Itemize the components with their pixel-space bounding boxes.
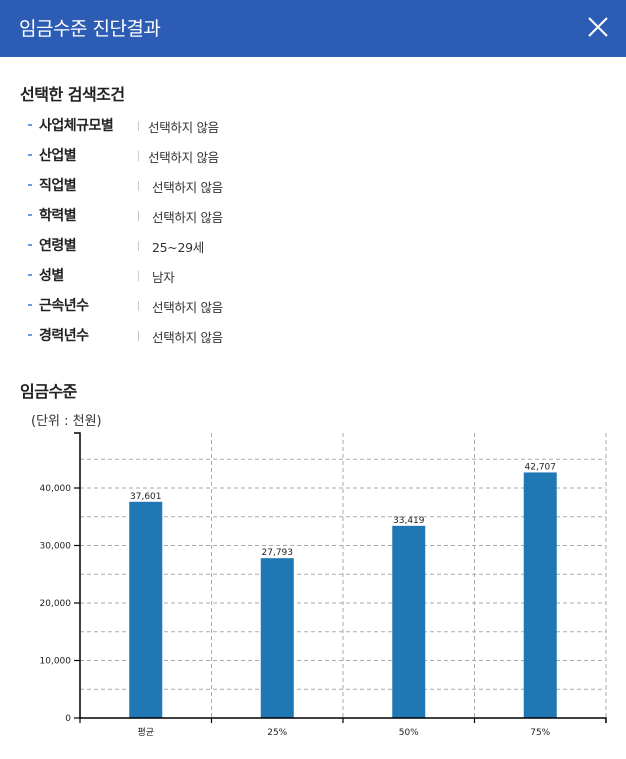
- close-button[interactable]: [583, 13, 613, 43]
- bar: [129, 501, 163, 718]
- y-tick-label: 10,000: [40, 657, 72, 667]
- condition-row: 사업체규모별 선택하지 않음: [27, 115, 327, 135]
- condition-label: 연령별: [39, 238, 77, 254]
- separator: [138, 241, 139, 251]
- separator: [138, 331, 139, 341]
- condition-label: 직업별: [39, 178, 77, 194]
- bullet-icon: [28, 304, 32, 306]
- bar: [260, 558, 294, 718]
- separator: [138, 121, 139, 131]
- wage-title: 임금수준: [20, 382, 77, 401]
- condition-row: 직업별 선택하지 않음: [27, 175, 327, 195]
- bullet-icon: [28, 244, 32, 246]
- separator: [138, 181, 139, 191]
- separator: [138, 271, 139, 281]
- x-tick-label: 25%: [267, 728, 287, 738]
- close-icon: [588, 17, 608, 37]
- dialog-header: 임금수준 진단결과: [0, 0, 626, 57]
- condition-label: 근속년수: [39, 298, 89, 314]
- bullet-icon: [28, 124, 32, 126]
- bullet-icon: [28, 334, 32, 336]
- bar-value-label: 37,601: [130, 492, 162, 502]
- condition-row: 성별 남자: [27, 265, 327, 285]
- bar: [392, 525, 426, 718]
- y-tick-label: 40,000: [40, 484, 72, 494]
- x-tick-label: 평균: [137, 727, 154, 738]
- condition-value: 선택하지 않음: [152, 330, 223, 345]
- bar-value-label: 42,707: [525, 462, 557, 472]
- condition-row: 학력별 선택하지 않음: [27, 205, 327, 225]
- condition-value: 25~29세: [152, 240, 204, 255]
- dialog-title: 임금수준 진단결과: [19, 18, 161, 40]
- separator: [138, 151, 139, 161]
- y-tick-label: 30,000: [40, 542, 72, 552]
- bullet-icon: [28, 184, 32, 186]
- wage-bar-chart: 37,601 평균 27,793 25% 33,419 50% 42,707 75% 0 10,0…: [0, 425, 626, 755]
- bullet-icon: [28, 214, 32, 216]
- condition-row: 경력년수 선택하지 않음: [27, 325, 327, 345]
- separator: [138, 301, 139, 311]
- conditions-title: 선택한 검색조건: [20, 85, 125, 104]
- bar: [523, 472, 557, 718]
- condition-row: 산업별 선택하지 않음: [27, 145, 327, 165]
- bar-value-label: 33,419: [393, 516, 425, 526]
- x-tick-label: 75%: [530, 728, 550, 738]
- condition-value: 선택하지 않음: [148, 150, 219, 165]
- condition-value: 선택하지 않음: [152, 300, 223, 315]
- chart-canvas: 37,601 평균 27,793 25% 33,419 50% 42,707 75% 0 10,0…: [40, 432, 607, 738]
- bullet-icon: [28, 154, 32, 156]
- condition-label: 산업별: [39, 148, 77, 164]
- condition-value: 남자: [152, 270, 175, 285]
- condition-label: 학력별: [39, 208, 77, 224]
- condition-value: 선택하지 않음: [148, 120, 219, 135]
- bullet-icon: [28, 274, 32, 276]
- separator: [138, 211, 139, 221]
- condition-label: 성별: [39, 268, 64, 284]
- x-tick-label: 50%: [399, 728, 419, 738]
- condition-value: 선택하지 않음: [152, 210, 223, 225]
- condition-row: 근속년수 선택하지 않음: [27, 295, 327, 315]
- unit-label: (단위 : 천원): [31, 414, 102, 429]
- y-tick-label: 0: [65, 714, 71, 724]
- condition-label: 경력년수: [39, 328, 89, 344]
- condition-value: 선택하지 않음: [152, 180, 223, 195]
- y-tick-label: 20,000: [40, 599, 72, 609]
- condition-row: 연령별 25~29세: [27, 235, 327, 255]
- bar-value-label: 27,793: [262, 548, 294, 558]
- condition-label: 사업체규모별: [39, 118, 114, 134]
